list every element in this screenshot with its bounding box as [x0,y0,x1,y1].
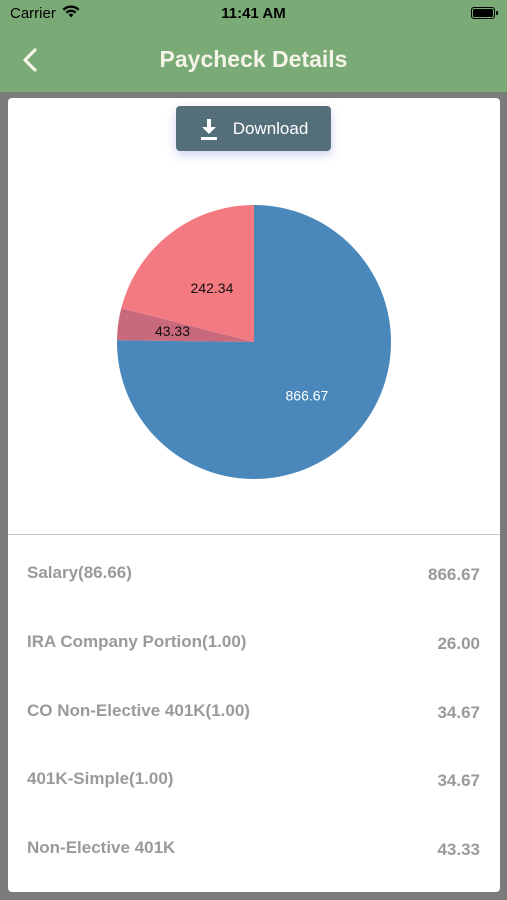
item-value: 34.67 [437,771,480,790]
status-bar: Carrier 11:41 AM [0,0,507,28]
pie-slice-label: 43.33 [155,323,190,339]
pie-slice [117,308,255,342]
page-title: Paycheck Details [159,46,348,72]
list-item: 401K-Simple(1.00) 34.67 [8,769,500,809]
item-label: Non-Elective 401K [27,838,176,857]
divider [8,534,500,535]
battery-icon [471,7,498,19]
item-value: 34.67 [437,703,480,722]
chevron-left-icon [23,48,37,72]
wifi-icon [62,5,80,22]
list-item: CO Non-Elective 401K(1.00) 34.67 [8,701,500,741]
status-time: 11:41 AM [221,5,286,22]
download-button[interactable]: Download [176,106,331,151]
pie-slice-label: 866.67 [286,388,329,404]
carrier-label: Carrier [10,5,56,22]
list-item: Salary(86.66) 866.67 [8,563,500,603]
download-icon [200,118,217,140]
paycheck-card: 866.67 43.33 242.34 Download Salary(86.66)… [8,98,500,892]
item-label: 401K-Simple(1.00) [27,769,174,788]
list-item: IRA Company Portion(1.00) 26.00 [8,632,500,672]
item-label: IRA Company Portion(1.00) [27,632,247,651]
item-value: 26.00 [437,634,480,653]
item-label: Salary(86.66) [27,563,132,582]
pie-slice-label: 242.34 [191,280,234,296]
item-value: 866.67 [428,565,480,584]
item-label: CO Non-Elective 401K(1.00) [27,701,250,720]
pie-chart: 866.67 43.33 242.34 [117,205,391,479]
item-value: 43.33 [437,840,480,859]
list-item: Non-Elective 401K 43.33 [8,838,500,878]
download-label: Download [232,118,309,138]
back-button[interactable] [14,44,46,76]
status-left: Carrier [10,5,80,22]
pie-slice [121,205,254,342]
nav-bar: Paycheck Details [0,28,507,92]
